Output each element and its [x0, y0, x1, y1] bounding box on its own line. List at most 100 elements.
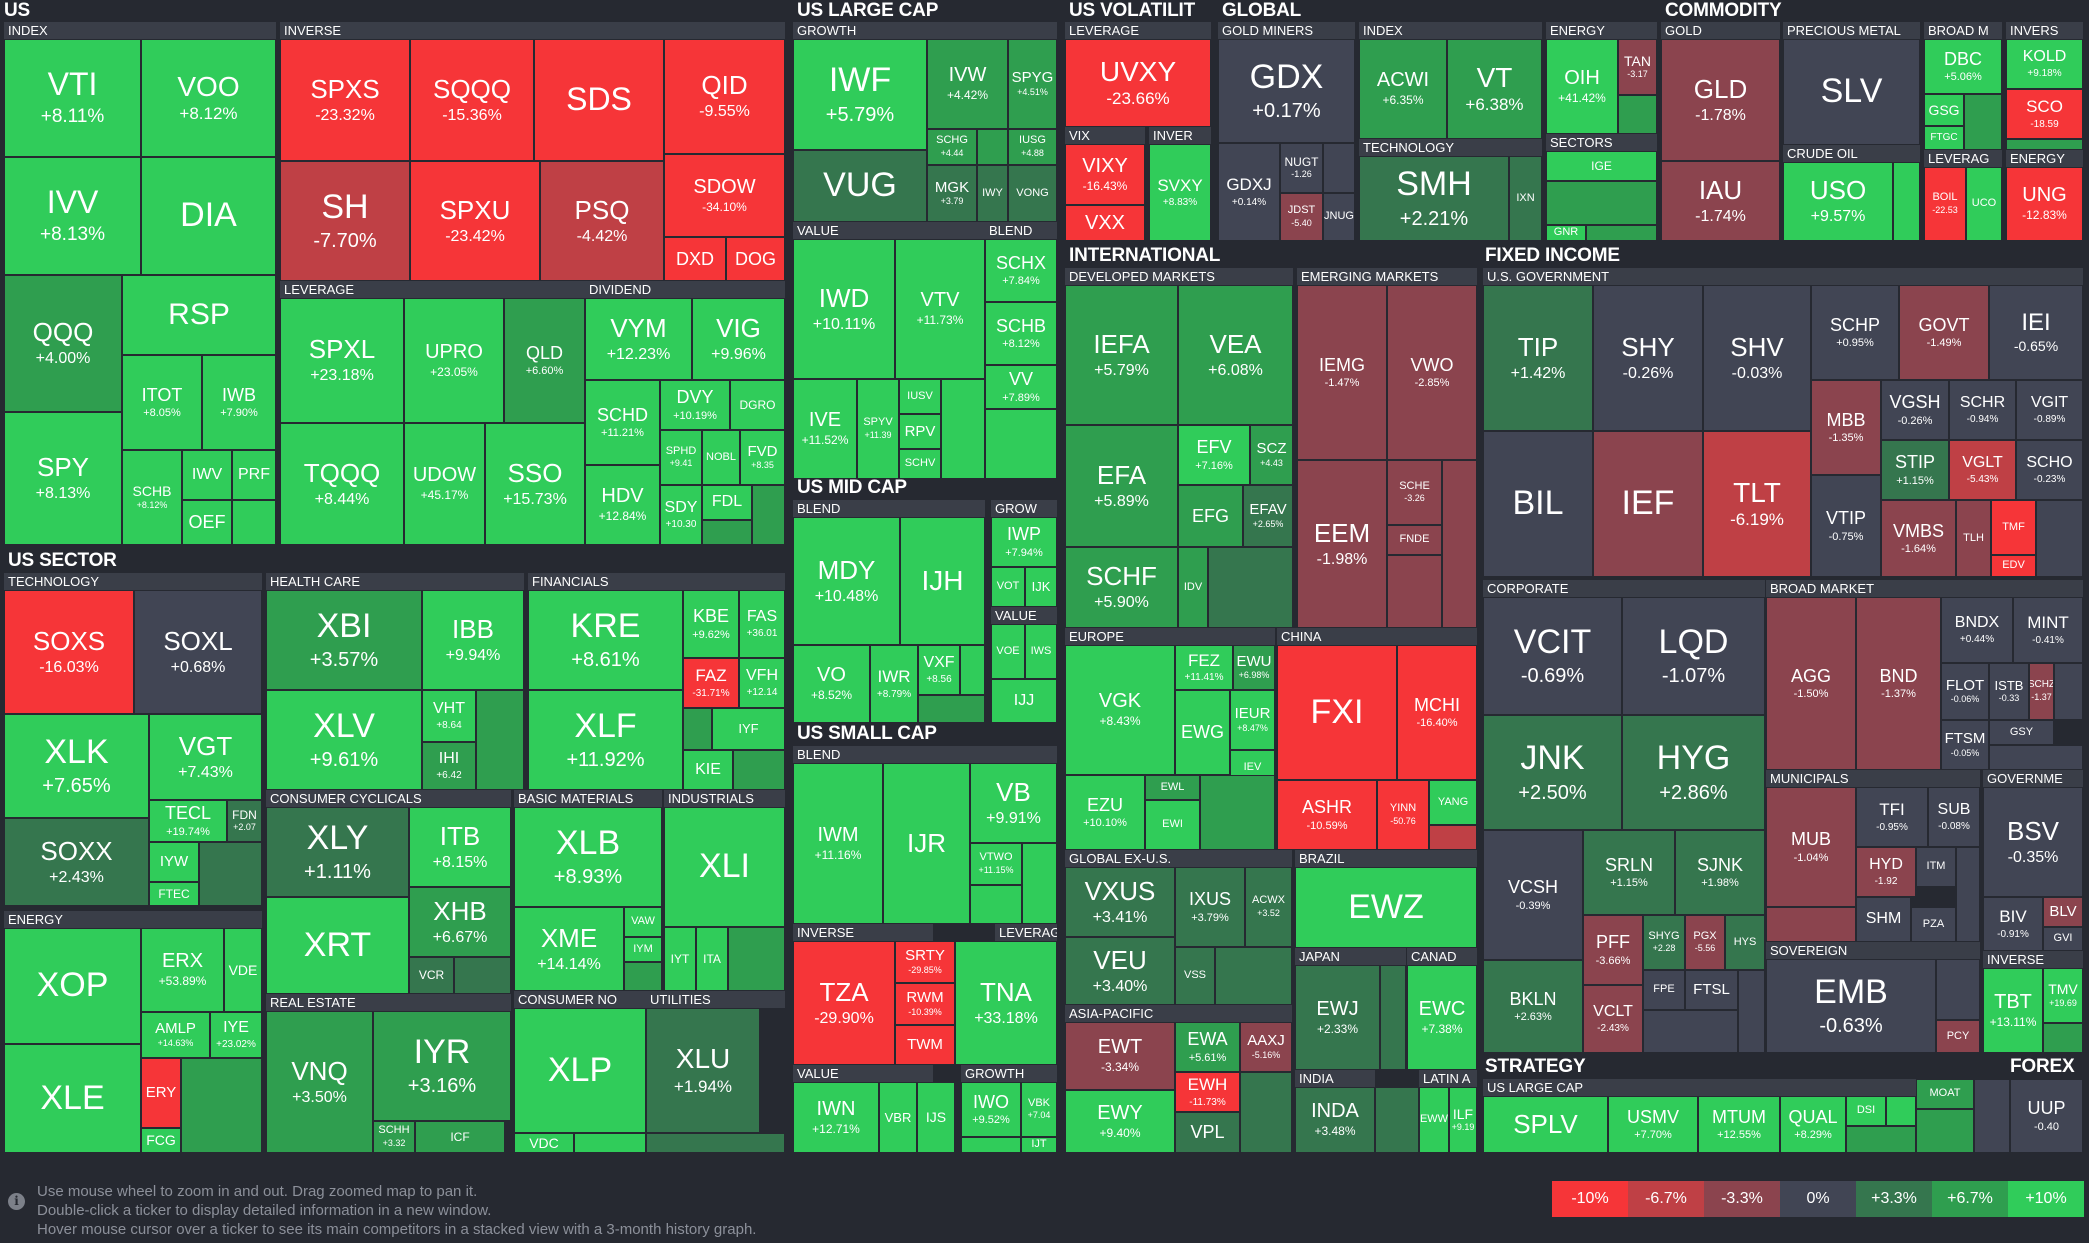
- ticker-tile-shy[interactable]: SHY -0.26%: [1593, 285, 1703, 431]
- ticker-tile-schz[interactable]: SCHZ -1.37: [2029, 663, 2054, 720]
- ticker-tile-scz[interactable]: SCZ +4.43: [1250, 425, 1293, 485]
- ticker-tile-iwb[interactable]: IWB +7.90%: [202, 355, 276, 450]
- ticker-tile-ieur[interactable]: IEUR +8.47%: [1230, 690, 1275, 750]
- ticker-tile-schb[interactable]: SCHB +8.12%: [985, 302, 1057, 365]
- ticker-tile-itb[interactable]: ITB +8.15%: [409, 807, 511, 887]
- ticker-tile[interactable]: [1956, 847, 1980, 942]
- ticker-tile-xlv[interactable]: XLV +9.61%: [266, 690, 422, 790]
- ticker-tile-ixus[interactable]: IXUS +3.79%: [1175, 867, 1245, 947]
- ticker-tile-spxu[interactable]: SPXU -23.42%: [410, 161, 540, 281]
- ticker-tile-boil[interactable]: BOIL -22.53: [1924, 167, 1966, 241]
- ticker-tile-iefa[interactable]: IEFA +5.79%: [1065, 285, 1178, 425]
- ticker-tile-kie[interactable]: KIE: [683, 750, 733, 790]
- ticker-tile-iusv[interactable]: IUSV: [899, 379, 941, 414]
- ticker-tile-pza[interactable]: PZA: [1911, 907, 1956, 942]
- ticker-tile[interactable]: [1240, 1072, 1292, 1153]
- ticker-tile-qid[interactable]: QID -9.55%: [664, 39, 785, 154]
- ticker-tile[interactable]: [1429, 825, 1477, 850]
- ticker-tile[interactable]: [1215, 947, 1292, 1005]
- ticker-tile-gvi[interactable]: GVI: [2043, 927, 2083, 951]
- ticker-tile-mub[interactable]: MUB -1.04%: [1766, 787, 1856, 907]
- ticker-tile-rwm[interactable]: RWM -10.39%: [895, 983, 955, 1025]
- ticker-tile-vbr[interactable]: VBR: [879, 1082, 917, 1153]
- ticker-tile-slv[interactable]: SLV: [1783, 39, 1920, 145]
- ticker-tile-ewz[interactable]: EWZ: [1295, 867, 1477, 948]
- ticker-tile-itm[interactable]: ITM: [1916, 847, 1956, 887]
- ticker-tile-bnd[interactable]: BND -1.37%: [1856, 597, 1941, 770]
- ticker-tile-vdc[interactable]: VDC: [514, 1133, 574, 1153]
- ticker-tile-scho[interactable]: SCHO -0.23%: [2016, 440, 2083, 500]
- ticker-tile-vxus[interactable]: VXUS +3.41%: [1065, 867, 1175, 937]
- ticker-tile[interactable]: [1846, 1126, 1916, 1153]
- ticker-tile-vug[interactable]: VUG: [793, 150, 927, 222]
- ticker-tile-edv[interactable]: EDV: [1991, 555, 2036, 577]
- ticker-tile-flot[interactable]: FLOT -0.06%: [1941, 663, 1989, 720]
- ticker-tile-usmv[interactable]: USMV +7.70%: [1608, 1096, 1698, 1153]
- ticker-tile[interactable]: [476, 690, 524, 790]
- ticker-tile[interactable]: [1380, 965, 1406, 1070]
- ticker-tile-schh[interactable]: SCHH +3.32: [373, 1121, 415, 1153]
- ticker-tile-spyv[interactable]: SPYV +11.39: [857, 379, 899, 479]
- ticker-tile-xli[interactable]: XLI: [664, 807, 785, 927]
- ticker-tile-spyg[interactable]: SPYG +4.51%: [1008, 39, 1057, 129]
- ticker-tile-sjnk[interactable]: SJNK +1.98%: [1675, 830, 1765, 915]
- ticker-tile-psq[interactable]: PSQ -4.42%: [540, 161, 664, 281]
- ticker-tile-qld[interactable]: QLD +6.60%: [504, 298, 585, 423]
- ticker-tile-ewt[interactable]: EWT -3.34%: [1065, 1022, 1175, 1090]
- ticker-tile-hdv[interactable]: HDV +12.84%: [585, 465, 660, 545]
- ticker-tile-qqq[interactable]: QQQ +4.00%: [4, 275, 122, 412]
- ticker-tile-iau[interactable]: IAU -1.74%: [1661, 161, 1780, 241]
- ticker-tile[interactable]: [941, 379, 985, 479]
- ticker-tile[interactable]: [1936, 959, 1980, 1020]
- ticker-tile[interactable]: [1893, 162, 1920, 241]
- ticker-tile-iwv[interactable]: IWV: [182, 450, 232, 500]
- ticker-tile-schb[interactable]: SCHB +8.12%: [122, 450, 182, 545]
- ticker-tile-fpe[interactable]: FPE: [1643, 970, 1685, 1010]
- ticker-tile-ive[interactable]: IVE +11.52%: [793, 379, 857, 479]
- ticker-tile-dxd[interactable]: DXD: [664, 237, 726, 281]
- ticker-tile-ewi[interactable]: EWI: [1145, 800, 1200, 850]
- ticker-tile-iyr[interactable]: IYR +3.16%: [373, 1011, 511, 1121]
- ticker-tile-ijr[interactable]: IJR: [883, 763, 970, 924]
- ticker-tile-efa[interactable]: EFA +5.89%: [1065, 425, 1178, 547]
- ticker-tile-sh[interactable]: SH -7.70%: [280, 161, 410, 281]
- ticker-tile-bil[interactable]: BIL: [1483, 431, 1593, 577]
- ticker-tile-acwx[interactable]: ACWX +3.52: [1245, 867, 1292, 947]
- ticker-tile-xbi[interactable]: XBI +3.57%: [266, 590, 422, 690]
- ticker-tile-oef[interactable]: OEF: [182, 500, 232, 545]
- ticker-tile[interactable]: [2006, 139, 2083, 150]
- ticker-tile-agg[interactable]: AGG -1.50%: [1766, 597, 1856, 770]
- ticker-tile-emb[interactable]: EMB -0.63%: [1766, 959, 1936, 1053]
- ticker-tile-sds[interactable]: SDS: [534, 39, 664, 161]
- ticker-tile-vxx[interactable]: VXX: [1065, 205, 1145, 241]
- ticker-tile-fcg[interactable]: FCG: [141, 1128, 181, 1153]
- ticker-tile[interactable]: [199, 842, 262, 906]
- ticker-tile-eem[interactable]: EEM -1.98%: [1297, 460, 1387, 628]
- ticker-tile-iwf[interactable]: IWF +5.79%: [793, 39, 927, 150]
- ticker-tile-iwy[interactable]: IWY: [977, 165, 1008, 222]
- ticker-tile-acwi[interactable]: ACWI +6.35%: [1359, 39, 1447, 139]
- ticker-tile-lqd[interactable]: LQD -1.07%: [1622, 597, 1765, 715]
- ticker-tile-iwo[interactable]: IWO +9.52%: [961, 1082, 1021, 1137]
- ticker-tile[interactable]: [752, 485, 785, 545]
- ticker-tile-gdx[interactable]: GDX +0.17%: [1218, 39, 1355, 143]
- ticker-tile-sco[interactable]: SCO -18.59: [2006, 89, 2083, 139]
- ticker-tile-vnq[interactable]: VNQ +3.50%: [266, 1011, 373, 1153]
- ticker-tile-ijh[interactable]: IJH: [900, 517, 985, 645]
- ticker-tile-mtum[interactable]: MTUM +12.55%: [1698, 1096, 1780, 1153]
- ticker-tile[interactable]: [646, 1133, 785, 1153]
- ticker-tile-jdst[interactable]: JDST -5.40: [1280, 193, 1323, 241]
- ticker-tile-ftsm[interactable]: FTSM -0.05%: [1941, 720, 1989, 770]
- ticker-tile-biv[interactable]: BIV -0.91%: [1983, 897, 2043, 951]
- ticker-tile-tan[interactable]: TAN -3.17: [1618, 39, 1657, 95]
- ticker-tile-iei[interactable]: IEI -0.65%: [1989, 285, 2083, 380]
- ticker-tile-ewg[interactable]: EWG: [1175, 690, 1230, 775]
- ticker-tile-mbb[interactable]: MBB -1.35%: [1811, 380, 1881, 475]
- ticker-tile-dia[interactable]: DIA: [141, 157, 276, 275]
- treemap-canvas[interactable]: US US SECTOR US LARGE CAP US MID CAP US SMAL…: [0, 0, 2089, 1175]
- ticker-tile-vpl[interactable]: VPL: [1175, 1112, 1240, 1153]
- ticker-tile-iemg[interactable]: IEMG -1.47%: [1297, 285, 1387, 460]
- ticker-tile-itot[interactable]: ITOT +8.05%: [122, 355, 202, 450]
- ticker-tile-schr[interactable]: SCHR -0.94%: [1949, 380, 2016, 440]
- ticker-tile[interactable]: [1974, 1079, 2010, 1153]
